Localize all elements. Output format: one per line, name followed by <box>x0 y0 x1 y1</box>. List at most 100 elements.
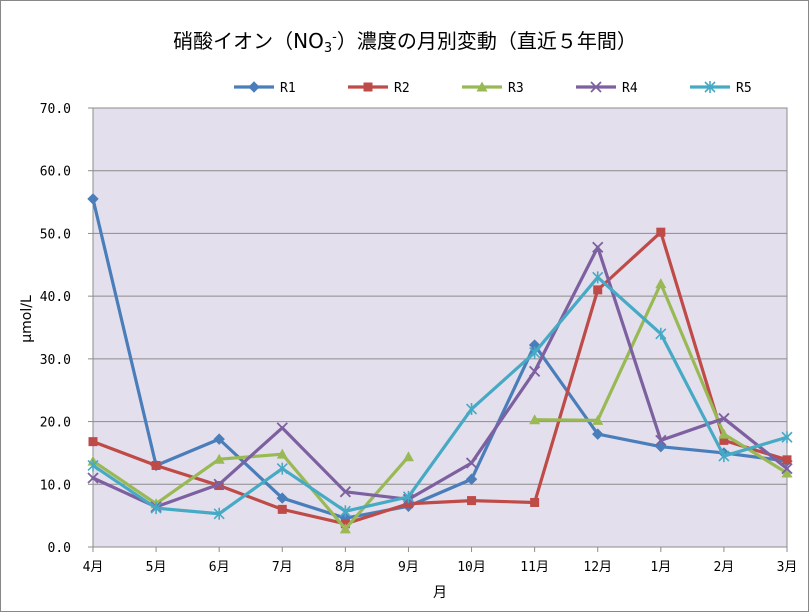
data-point-r3 <box>213 453 225 464</box>
chart-title-tail: ）濃度の月別変動（直近５年間） <box>337 29 637 53</box>
x-tick-label: 9月 <box>398 560 419 575</box>
data-point-r3 <box>402 451 414 462</box>
series-line-r2 <box>91 230 789 526</box>
data-point-r2 <box>151 460 161 470</box>
y-axis-tick-labels: 0.0 10.0 20.0 30.0 40.0 50.0 60.0 70.0 <box>40 102 71 556</box>
legend-label: R5 <box>736 81 752 96</box>
y-axis-label: μmol/L <box>19 295 35 343</box>
chart-title-superscript: - <box>332 30 337 45</box>
data-point-r2 <box>656 227 666 237</box>
legend-swatch-marker <box>704 81 716 93</box>
legend-swatch-marker <box>248 81 260 93</box>
series-line-r5 <box>91 275 789 516</box>
chart-title-main: 硝酸イオン（NO <box>173 29 324 53</box>
legend-label: R3 <box>508 81 524 96</box>
data-point-r4 <box>87 472 99 484</box>
series-r5 <box>87 271 793 520</box>
data-point-r5 <box>402 490 415 503</box>
data-point-r4 <box>528 365 541 378</box>
series-r2 <box>88 227 792 529</box>
data-point-r3 <box>781 467 793 478</box>
x-tick-label: 3月 <box>777 560 798 575</box>
data-point-r3 <box>718 428 730 439</box>
chart-title: 硝酸イオン（NO3-）濃度の月別変動（直近５年間） <box>173 29 637 56</box>
data-point-r4 <box>655 434 667 447</box>
y-tick-label: 40.0 <box>40 290 71 305</box>
data-point-r4 <box>276 422 288 434</box>
data-point-r4 <box>781 462 793 475</box>
data-point-r4 <box>465 457 478 469</box>
x-tick-label: 7月 <box>272 560 293 575</box>
x-tick-label: 6月 <box>209 560 230 575</box>
x-tick-label: 12月 <box>583 560 612 575</box>
data-point-r1 <box>213 433 225 445</box>
legend-item-r4: R4 <box>576 81 638 96</box>
legend-swatch-marker <box>476 81 488 92</box>
x-tick-label: 11月 <box>520 560 549 575</box>
y-tick-label: 20.0 <box>40 416 71 431</box>
data-point-r5 <box>781 431 793 444</box>
legend-item-r3: R3 <box>462 81 524 96</box>
legend-label: R2 <box>394 81 410 96</box>
x-tick-label: 4月 <box>83 560 104 575</box>
y-tick-label: 10.0 <box>40 478 71 493</box>
x-axis-label: 月 <box>433 585 447 601</box>
data-point-r4 <box>213 478 225 490</box>
data-point-r5 <box>529 346 541 359</box>
data-point-r2 <box>467 496 477 506</box>
x-axis-tick-labels: 4月 5月 6月 7月 8月 9月 10月 11月 12月 1月 2月 3月 <box>83 560 798 575</box>
x-tick-label: 2月 <box>713 560 734 575</box>
series-r4 <box>87 241 793 513</box>
data-point-r5 <box>213 507 225 520</box>
data-point-r1 <box>276 492 288 504</box>
data-point-r4 <box>718 412 730 425</box>
data-point-r5 <box>718 450 730 463</box>
legend-label: R4 <box>622 81 638 96</box>
data-point-r1 <box>592 428 604 440</box>
data-point-r2 <box>782 455 792 465</box>
legend-swatch-marker <box>363 82 373 92</box>
series-line-r1 <box>91 197 789 520</box>
legend-item-r1: R1 <box>234 81 296 96</box>
y-tick-label: 50.0 <box>40 227 71 242</box>
data-point-r1 <box>465 473 478 485</box>
x-tick-label: 8月 <box>335 560 356 575</box>
data-point-r5 <box>150 502 162 515</box>
y-tick-label: 70.0 <box>40 102 71 117</box>
series-layer <box>87 193 793 534</box>
data-point-r5 <box>655 327 667 340</box>
legend-item-r5: R5 <box>690 81 752 96</box>
chart-title-subscript: 3 <box>324 41 332 56</box>
x-tick-label: 1月 <box>650 560 671 575</box>
data-point-r5 <box>339 505 351 518</box>
legend-item-r2: R2 <box>348 81 410 96</box>
x-tick-label: 10月 <box>457 560 486 575</box>
legend-swatch-marker <box>590 81 602 93</box>
data-point-r3 <box>592 414 604 425</box>
data-point-r4 <box>339 486 352 498</box>
y-gridlines <box>88 107 788 552</box>
y-tick-label: 0.0 <box>48 541 71 556</box>
data-point-r3 <box>655 278 667 289</box>
legend-label: R1 <box>280 81 296 96</box>
data-point-r3 <box>529 414 541 425</box>
data-point-r5 <box>592 271 604 284</box>
data-point-r2 <box>593 285 603 295</box>
data-point-r3 <box>276 448 288 459</box>
data-point-r3 <box>339 523 351 534</box>
y-tick-label: 60.0 <box>40 165 71 180</box>
data-point-r4 <box>592 241 604 253</box>
plot-area <box>92 107 788 548</box>
data-point-r5 <box>465 403 478 416</box>
data-point-r5 <box>87 459 99 472</box>
data-point-r2 <box>719 435 729 445</box>
data-point-r2 <box>277 504 287 514</box>
data-point-r1 <box>87 193 99 205</box>
data-point-r5 <box>276 462 288 475</box>
data-point-r2 <box>403 499 413 509</box>
data-point-r2 <box>88 437 98 447</box>
legend: R1 R2 R3 R4 R5 <box>234 81 752 96</box>
data-point-r2 <box>530 497 540 507</box>
